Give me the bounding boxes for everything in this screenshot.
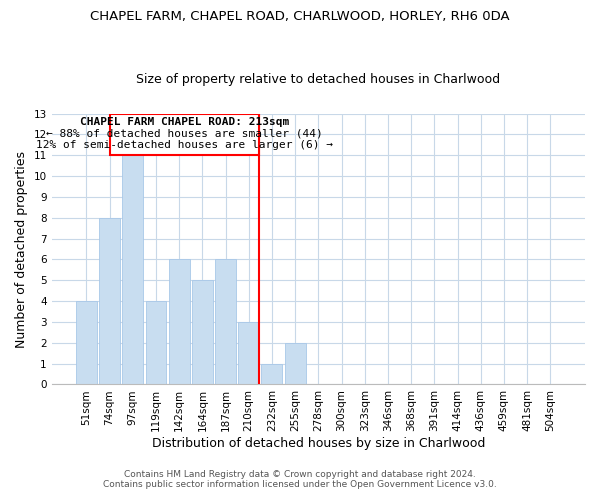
Text: CHAPEL FARM, CHAPEL ROAD, CHARLWOOD, HORLEY, RH6 0DA: CHAPEL FARM, CHAPEL ROAD, CHARLWOOD, HOR… (90, 10, 510, 23)
Text: 12% of semi-detached houses are larger (6) →: 12% of semi-detached houses are larger (… (36, 140, 333, 150)
Title: Size of property relative to detached houses in Charlwood: Size of property relative to detached ho… (136, 73, 500, 86)
FancyBboxPatch shape (110, 114, 259, 155)
Text: Contains HM Land Registry data © Crown copyright and database right 2024.
Contai: Contains HM Land Registry data © Crown c… (103, 470, 497, 489)
Text: ← 88% of detached houses are smaller (44): ← 88% of detached houses are smaller (44… (46, 128, 323, 138)
Bar (122, 155, 143, 384)
Bar (76, 301, 97, 384)
Bar (192, 280, 213, 384)
Bar (215, 260, 236, 384)
Bar (262, 364, 283, 384)
Y-axis label: Number of detached properties: Number of detached properties (15, 150, 28, 348)
Bar (99, 218, 120, 384)
Bar (284, 343, 305, 384)
Bar (146, 301, 166, 384)
X-axis label: Distribution of detached houses by size in Charlwood: Distribution of detached houses by size … (152, 437, 485, 450)
Text: CHAPEL FARM CHAPEL ROAD: 213sqm: CHAPEL FARM CHAPEL ROAD: 213sqm (80, 118, 289, 128)
Bar (169, 260, 190, 384)
Bar (238, 322, 259, 384)
